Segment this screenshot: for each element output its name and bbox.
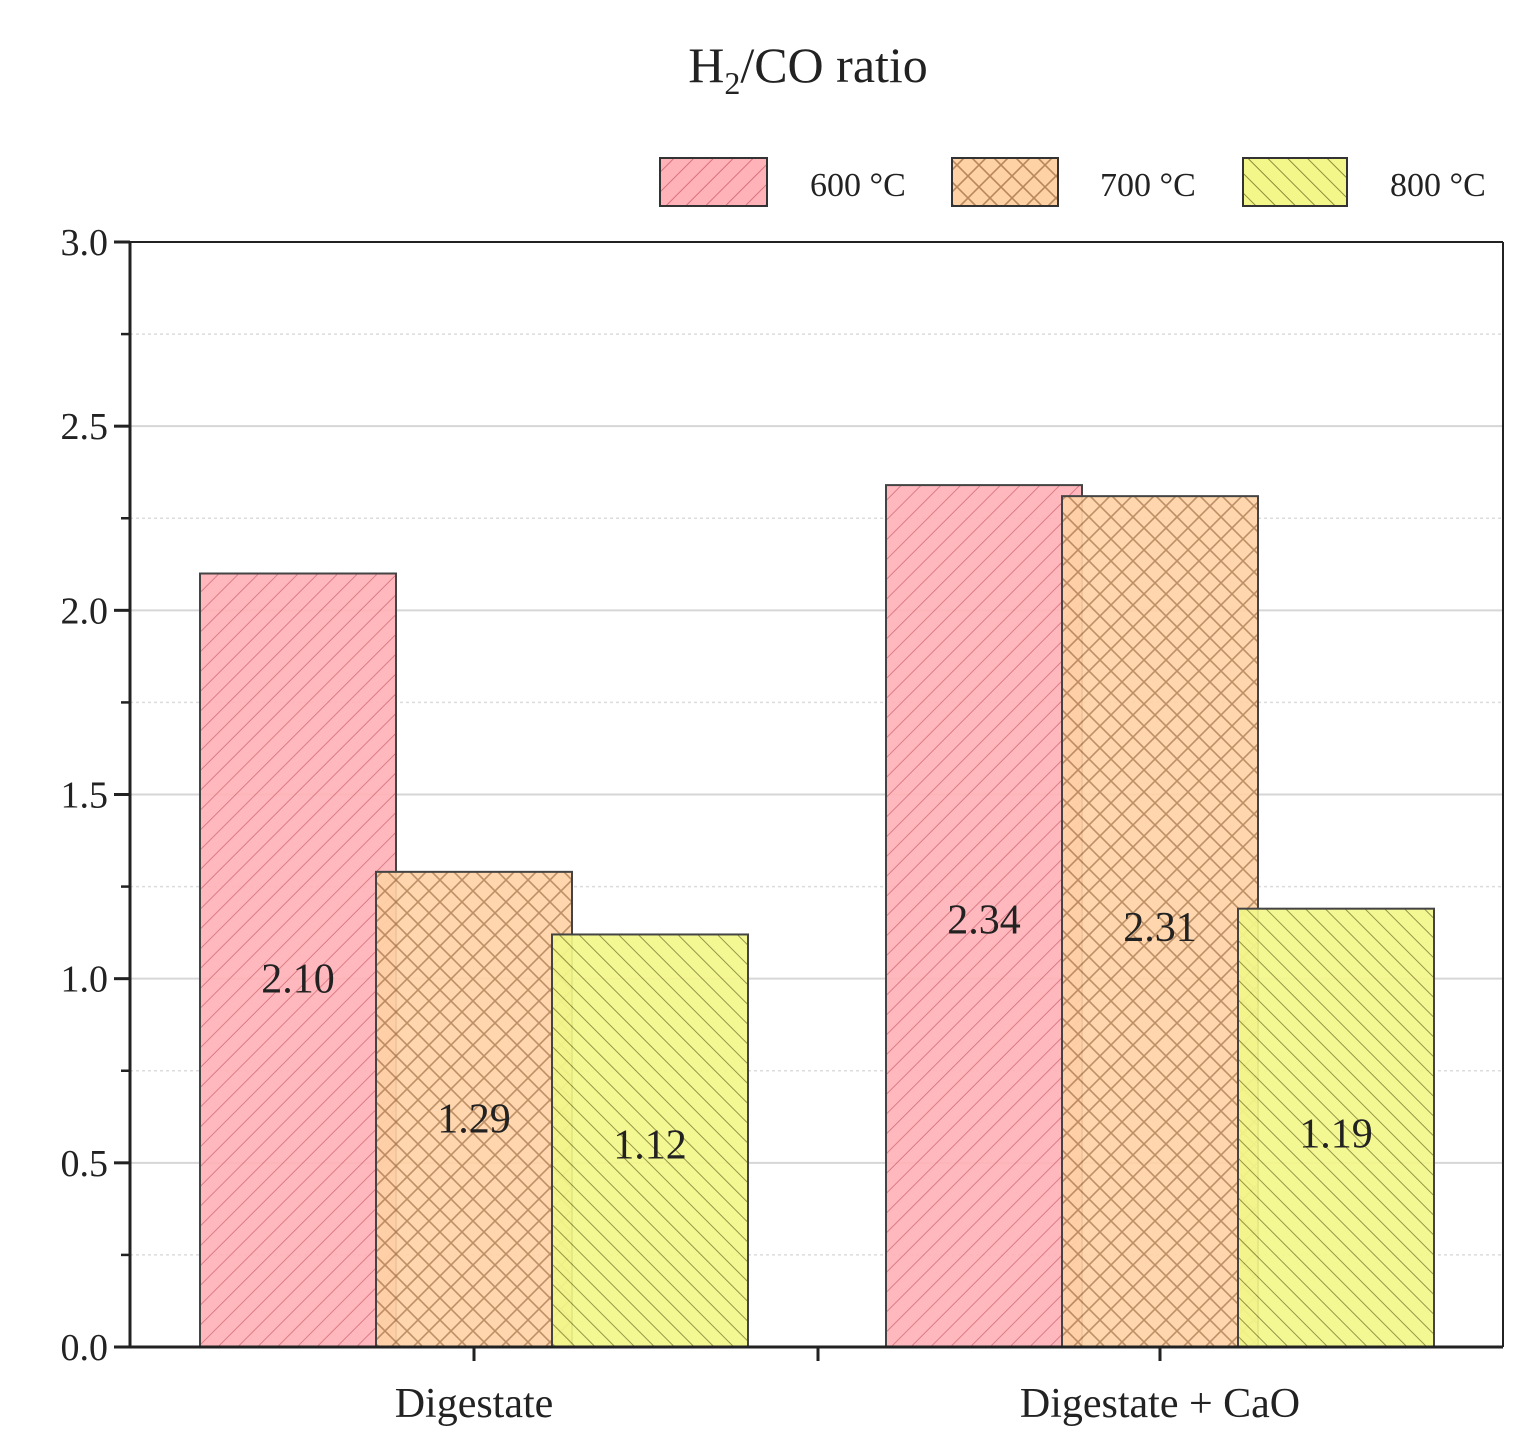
chart-title-main: H (688, 37, 724, 93)
legend-label-700: 700 °C (1100, 167, 1196, 204)
value-label-800-digestate: 1.12 (613, 1122, 687, 1168)
axes: 0.0 0.5 1.0 1.5 2.0 2.5 3.0 Digestate Digestate … (61, 222, 1504, 1427)
y-tick-label: 3.0 (61, 222, 109, 264)
value-labels: 2.10 2.34 1.29 2.31 1.12 1.19 (261, 898, 1373, 1169)
x-category-label: Digestate + CaO (1020, 1381, 1300, 1427)
y-tick-label: 1.0 (61, 959, 109, 1001)
legend-label-800: 800 °C (1390, 167, 1486, 204)
bars (199, 484, 1435, 1349)
legend-swatch-800 (1242, 157, 1348, 207)
legend: 600 °C 700 °C 800 °C (659, 157, 1486, 207)
bar-800-digestate-cao (1237, 907, 1435, 1349)
y-tick-label: 1.5 (61, 775, 109, 817)
value-label-600-digestate-cao: 2.34 (947, 898, 1021, 944)
chart-title-sub: 2 (724, 65, 740, 101)
value-label-700-digestate: 1.29 (437, 1097, 511, 1143)
chart-title: H2/CO ratio (688, 37, 928, 101)
value-label-700-digestate-cao: 2.31 (1123, 905, 1197, 951)
chart-title-rest: /CO ratio (740, 37, 927, 93)
y-tick-label: 0.5 (61, 1143, 109, 1185)
y-tick-label: 0.0 (61, 1327, 109, 1369)
legend-label-600: 600 °C (810, 167, 906, 204)
legend-swatch-700 (951, 157, 1059, 207)
x-category-label: Digestate (395, 1381, 554, 1427)
value-label-600-digestate: 2.10 (261, 957, 335, 1003)
legend-swatch-600 (659, 157, 768, 207)
value-label-800-digestate-cao: 1.19 (1299, 1111, 1373, 1157)
y-tick-label: 2.0 (61, 590, 109, 632)
y-tick-label: 2.5 (61, 406, 109, 448)
